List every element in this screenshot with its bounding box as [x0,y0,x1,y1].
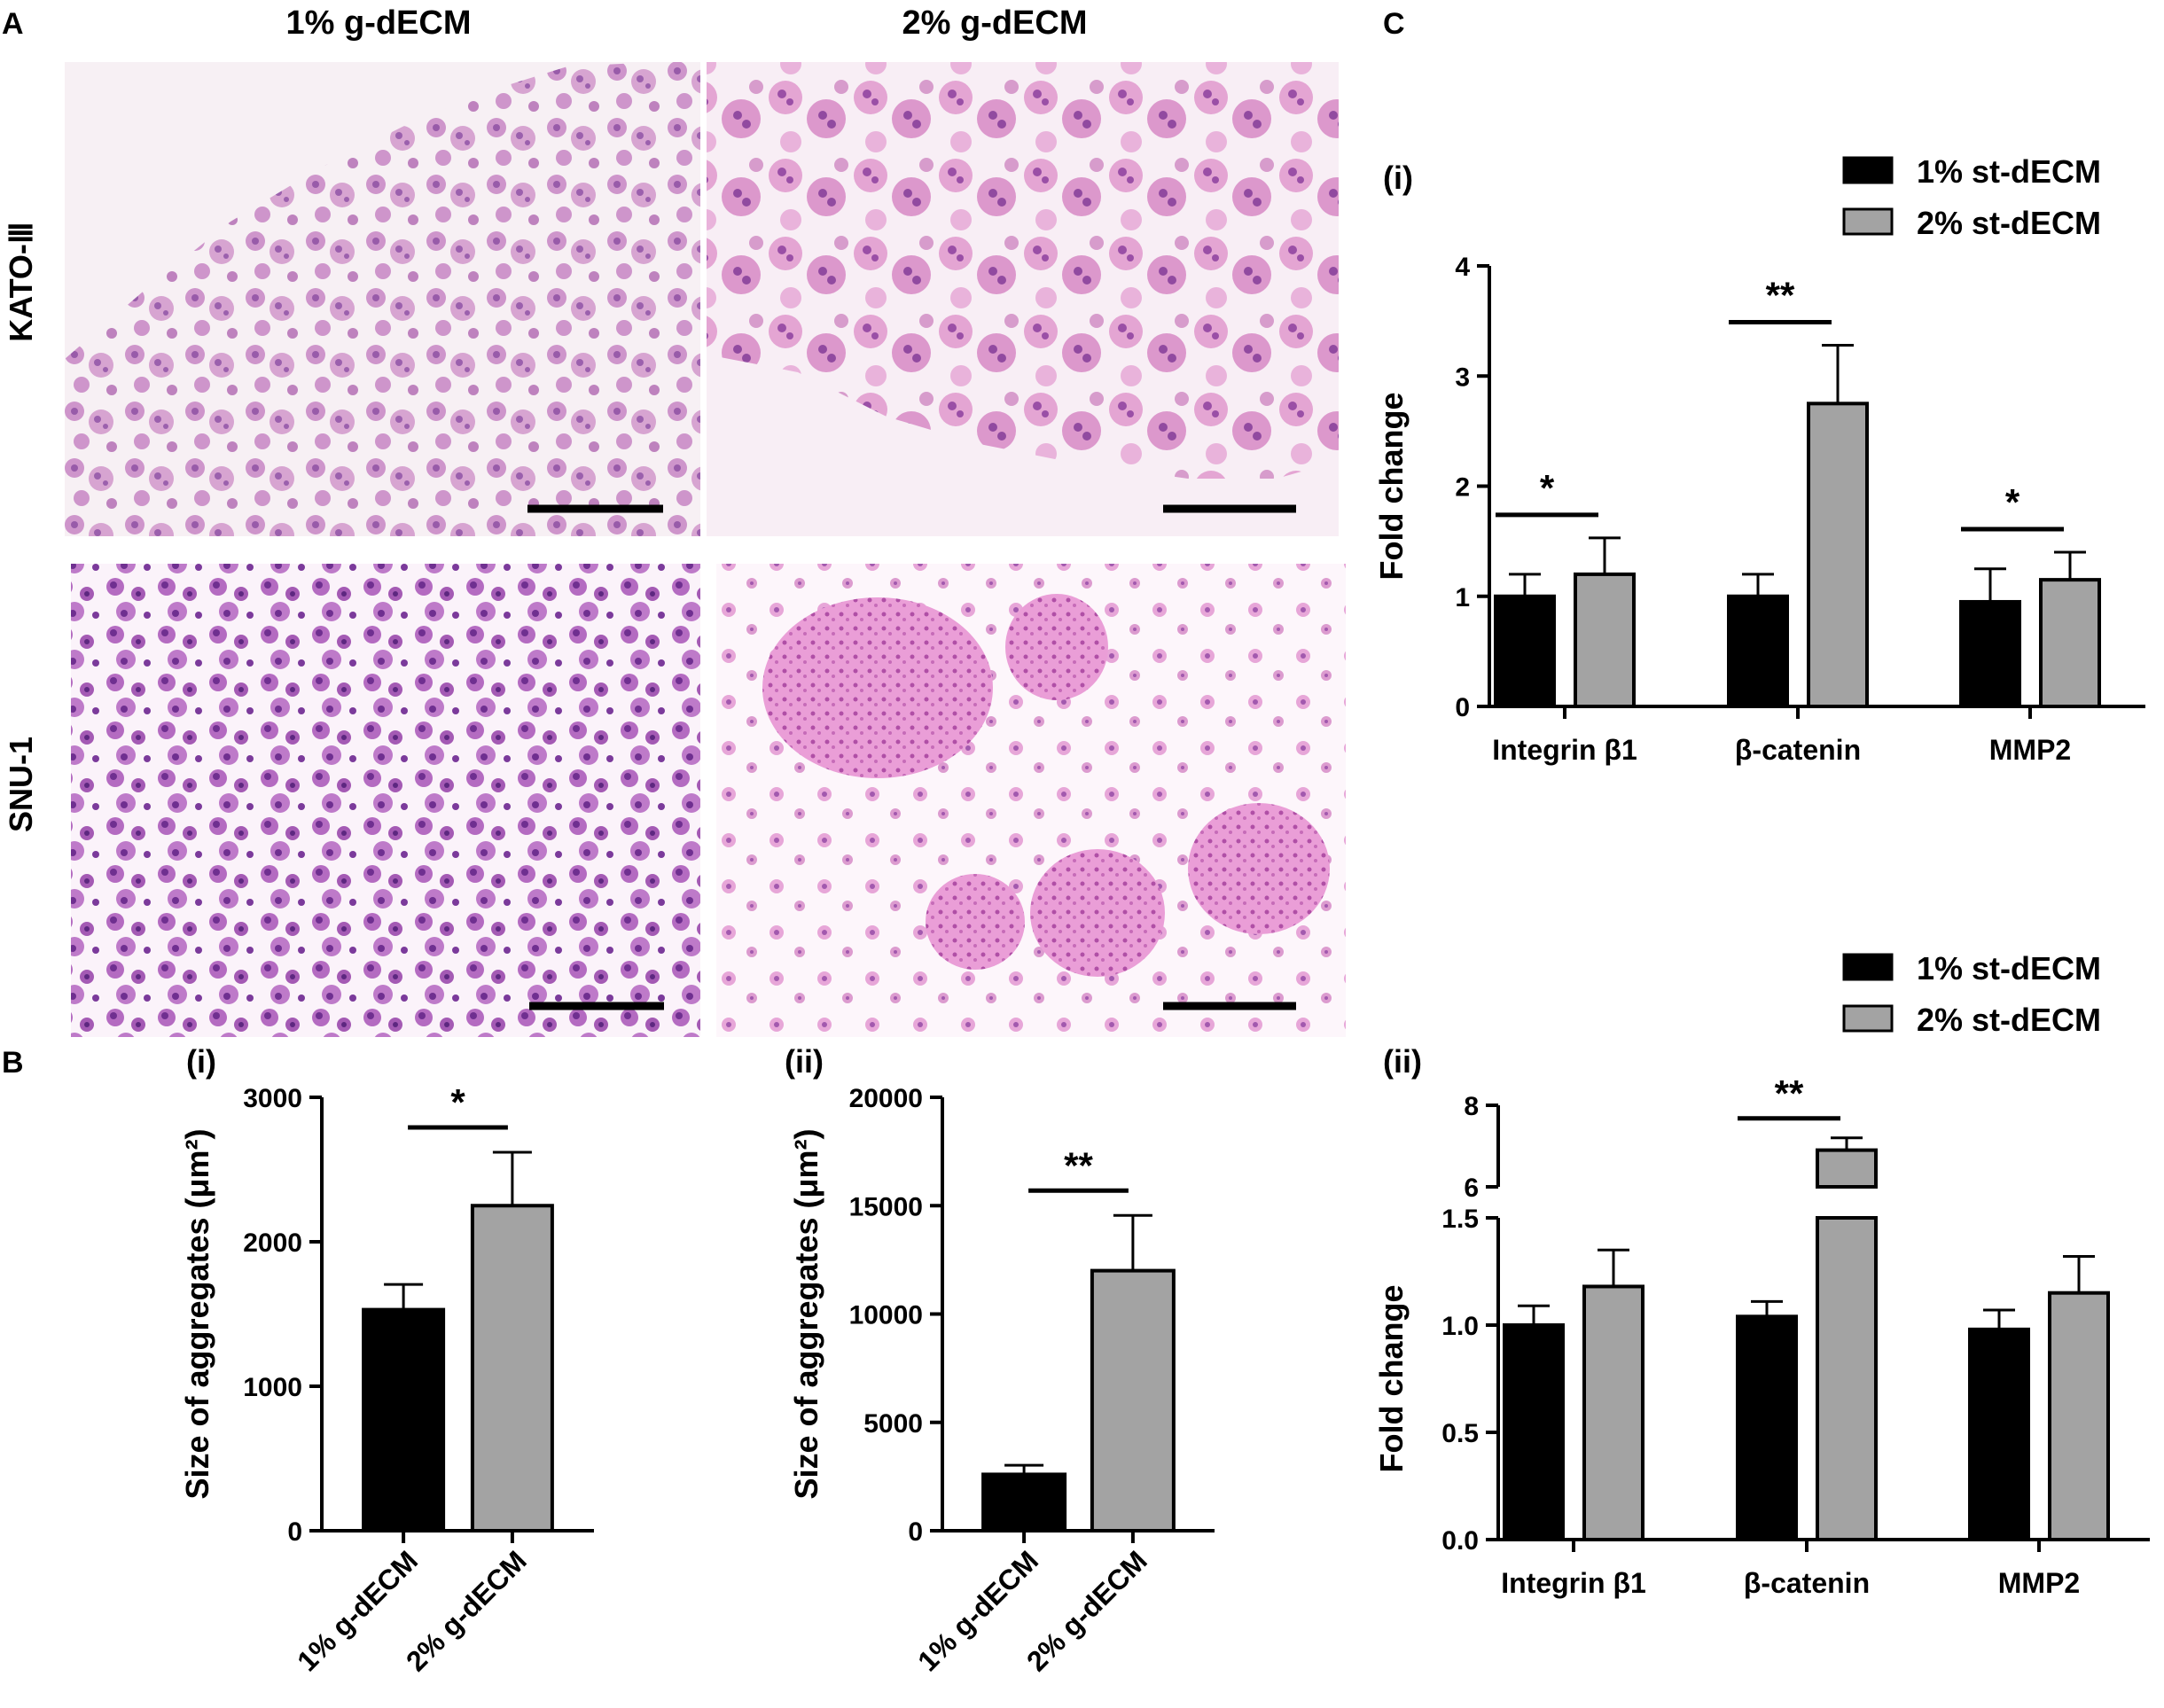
significance-marker: ** [1064,1144,1093,1186]
bar [1807,402,1869,708]
y-tick-label: 5000 [863,1409,923,1439]
y-tick-label: 0 [287,1517,302,1547]
significance-marker: ** [1766,274,1795,316]
panel-label-c: C [1383,7,1405,41]
y-tick-label: 0.5 [1441,1419,1479,1448]
bar [1503,1323,1565,1541]
row-label-kato: KATO-Ⅲ [3,222,39,341]
bar [470,1204,554,1533]
subpanel-label: (ii) [1383,1043,1422,1080]
bar [1494,594,1556,708]
significance-marker: * [2005,481,2020,523]
bar [1727,594,1789,708]
legend-swatch [1842,953,1894,981]
significance-marker: ** [1775,1072,1804,1114]
bar [1968,1327,2030,1541]
y-tick-label: 10000 [849,1301,923,1330]
y-axis-label: Size of aggregates (μm²) [179,1128,215,1499]
bar [1574,572,1636,709]
legend-label: 1% st-dECM [1917,153,2101,190]
y-tick-label: 2000 [243,1228,302,1258]
bar-upper-segment [1816,1148,1878,1189]
y-tick-label: 4 [1455,253,1470,282]
column-title-1: 1% g-dECM [286,4,472,42]
y-tick-label: 1.0 [1441,1312,1479,1341]
x-tick-label: Integrin β1 [1501,1567,1646,1599]
subpanel-label: (ii) [785,1043,824,1080]
panel-label-b: B [2,1046,24,1080]
x-tick-label: β-catenin [1744,1567,1870,1599]
micrograph-snu-2pct [716,564,1346,1037]
legend-label: 1% st-dECM [1917,950,2101,987]
legend-swatch [1842,207,1894,236]
y-tick-label: 6 [1464,1174,1479,1203]
bar [1582,1284,1644,1541]
chart-c-i: (i) 1% st-dECM 2% st-dECM 0 1 2 3 4 Fold change I… [1373,153,2145,766]
micrograph-kato-1pct [65,62,700,536]
x-tick-label: Integrin β1 [1492,734,1637,766]
bar [362,1307,446,1533]
y-tick-label: 1000 [243,1373,302,1402]
legend-swatch [1842,156,1894,184]
significance-marker: * [1540,467,1555,509]
y-tick-label: 0 [1455,693,1470,722]
chart-b-i: (i) 0 1000 2000 3000 Size of aggregates (μm²)… [179,1043,594,1677]
column-title-2: 2% g-dECM [902,4,1088,42]
y-tick-label: 1.5 [1441,1205,1479,1234]
x-tick-label: MMP2 [1998,1567,2080,1599]
micrograph-kato-2pct [707,62,1339,536]
x-tick-label: MMP2 [1989,734,2071,766]
chart-b-ii: (ii) 0 5000 10000 15000 20000 Size of aggregat… [785,1043,1215,1677]
bar [2039,578,2101,708]
y-axis-label: Fold change [1373,1284,1410,1472]
y-tick-label: 0 [908,1517,923,1547]
bar [981,1472,1067,1533]
x-tick-label: β-catenin [1735,734,1861,766]
bar [2048,1291,2110,1541]
y-axis-label: Fold change [1373,392,1410,580]
bar [1959,599,2021,709]
y-tick-label: 0.0 [1441,1526,1479,1556]
bar [1090,1268,1176,1533]
y-axis-label: Size of aggregates (μm²) [788,1128,824,1499]
subpanel-label: (i) [186,1043,216,1080]
y-tick-label: 1 [1455,583,1470,612]
y-tick-label: 8 [1464,1092,1479,1121]
subpanel-label: (i) [1383,160,1413,196]
legend-label: 2% st-dECM [1917,205,2101,241]
micrograph-snu-1pct [71,564,700,1037]
y-tick-label: 3 [1455,363,1470,392]
row-label-snu: SNU-1 [3,737,39,832]
panel-label-a: A [2,7,24,41]
chart-c-ii: (ii) 1% st-dECM 2% st-dECM 0.0 0.5 1.0 1.56 8 Fo… [1373,950,2150,1599]
bar [1736,1314,1798,1541]
legend-label: 2% st-dECM [1917,1002,2101,1038]
y-tick-label: 15000 [849,1192,923,1221]
y-tick-label: 2 [1455,473,1470,503]
significance-marker: * [450,1081,465,1123]
y-tick-label: 20000 [849,1084,923,1113]
bar-lower-segment [1816,1216,1878,1541]
y-tick-label: 3000 [243,1084,302,1113]
legend-swatch [1842,1004,1894,1033]
